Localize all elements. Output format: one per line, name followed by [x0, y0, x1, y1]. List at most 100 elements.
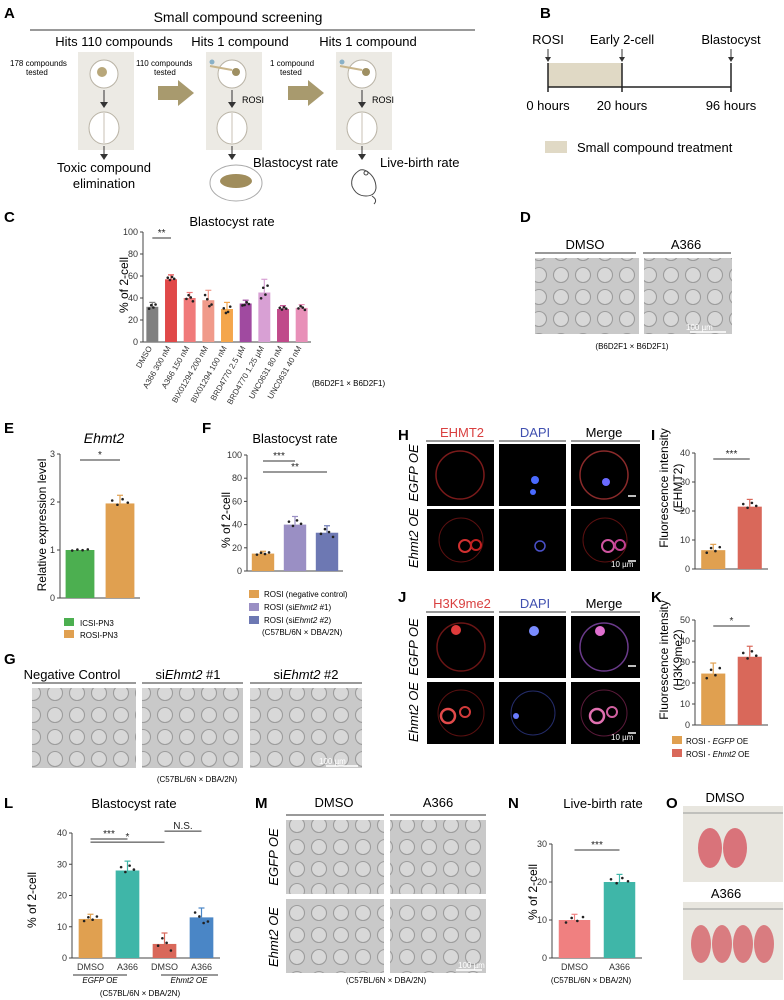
- y-tick-label: 0: [50, 593, 55, 603]
- col-label-dmso: DMSO: [566, 237, 605, 252]
- data-point: [168, 278, 172, 282]
- legend-swatch-egfp: [672, 736, 682, 744]
- legend-swatch-neg: [249, 590, 259, 598]
- bar: [146, 306, 159, 342]
- data-point: [284, 307, 288, 310]
- panel-label-n: N: [508, 795, 519, 812]
- bar: [701, 673, 726, 725]
- oocyte-outline: [582, 517, 628, 563]
- data-point: [149, 303, 153, 307]
- pup-icon: [754, 925, 774, 963]
- legend-ehmt2: ROSI - Ehmt2 OE: [686, 750, 750, 759]
- col-label-a366: A366: [711, 886, 741, 901]
- cross-label-c: (B6D2F1 × B6D2F1): [312, 379, 385, 388]
- pup-icon: [712, 925, 732, 963]
- data-point: [205, 297, 209, 301]
- panel-label-d: D: [520, 209, 531, 226]
- row-label-ehmt2-oe: Ehmt2 OE: [406, 508, 421, 568]
- micrograph: [390, 820, 486, 894]
- fluor-image: [427, 616, 494, 678]
- tested-label-1b: tested: [26, 68, 48, 77]
- y-tick-label: 20: [537, 877, 547, 887]
- y-tick-label: 10: [680, 535, 690, 545]
- data-point: [202, 921, 205, 925]
- data-point: [705, 676, 709, 680]
- y-axis-label-c: % of 2-cell: [117, 257, 131, 313]
- data-point: [86, 548, 90, 551]
- block-arrow-icon: [158, 80, 194, 106]
- oocyte-nucleus-icon: [232, 68, 240, 76]
- y-tick-label: 10: [680, 699, 690, 709]
- data-point: [750, 501, 754, 505]
- oocyte-outline: [438, 517, 484, 563]
- chart-e: 0 1 2 3 *: [50, 449, 140, 603]
- cross-label-m: (C57BL/6N × DBA/2N): [346, 976, 427, 985]
- data-point: [76, 548, 79, 551]
- data-point: [264, 293, 267, 296]
- data-point: [280, 308, 284, 311]
- y-tick-label: 80: [232, 473, 242, 483]
- y-tick-label: 10: [57, 922, 67, 932]
- oocyte-outline: [579, 622, 629, 672]
- legend-si2: ROSI (siEhmt2 #2): [264, 616, 331, 625]
- oocyte-outline: [437, 689, 485, 737]
- data-point: [754, 654, 758, 657]
- bar: [78, 918, 103, 958]
- x-tick-label: DMSO: [134, 345, 154, 370]
- x-tick-label: DMSO: [561, 962, 588, 972]
- nucleus-dapi: [534, 540, 546, 552]
- micrograph-dmso: [535, 258, 639, 334]
- data-point: [267, 551, 271, 554]
- data-point: [119, 865, 123, 869]
- pup-icon: [733, 925, 753, 963]
- pronucleus-signal: [459, 706, 471, 718]
- bar: [258, 292, 271, 342]
- y-tick-label: 30: [57, 859, 67, 869]
- bar: [239, 303, 252, 342]
- y-tick-label: 40: [680, 448, 690, 458]
- data-point: [156, 944, 160, 947]
- y-tick-label: 20: [57, 891, 67, 901]
- data-point: [327, 530, 331, 534]
- data-point: [147, 307, 151, 311]
- y-tick-label: 60: [128, 271, 138, 281]
- scale-bar-label: 100 µm: [458, 961, 485, 970]
- col-label-a366: A366: [671, 237, 701, 252]
- data-point: [746, 657, 749, 660]
- scale-bar-label: 100 µm: [686, 323, 713, 332]
- channel-label-merge: Merge: [586, 425, 623, 440]
- panel-label-c: C: [4, 209, 15, 226]
- data-point: [626, 879, 630, 883]
- y-tick-label: 2: [50, 497, 55, 507]
- data-point: [331, 535, 335, 539]
- data-point: [261, 286, 265, 290]
- bar: [251, 553, 275, 571]
- significance-label: **: [158, 228, 166, 239]
- legend-swatch-treatment: [545, 141, 567, 153]
- data-point: [187, 293, 190, 297]
- y-tick-label: 20: [680, 678, 690, 688]
- data-point: [161, 936, 164, 940]
- y-tick-label: 40: [680, 636, 690, 646]
- data-point: [189, 296, 193, 299]
- arrow-head-icon: [545, 57, 551, 62]
- data-point: [615, 881, 618, 885]
- chart-title-c: Blastocyst rate: [189, 214, 274, 229]
- data-point: [581, 915, 585, 919]
- panel-label-f: F: [202, 420, 211, 437]
- channel-label-dapi: DAPI: [520, 596, 550, 611]
- data-point: [154, 303, 157, 306]
- data-point: [282, 305, 286, 309]
- data-point: [319, 532, 323, 536]
- y-tick-label: 0: [542, 953, 547, 963]
- fluor-image: [427, 444, 494, 506]
- y-tick-label: 40: [232, 520, 242, 530]
- fluor-image: [499, 509, 566, 571]
- legend-icsi: ICSI-PN3: [80, 619, 114, 628]
- micrograph-a366: [644, 258, 732, 334]
- legend-rosi: ROSI-PN3: [80, 631, 118, 640]
- x-tick-label: DMSO: [77, 962, 104, 972]
- panel-l: L Blastocyst rate % of 2-cell 0 10 20 30 40 D…: [4, 795, 220, 998]
- oocyte-icon: [217, 59, 247, 89]
